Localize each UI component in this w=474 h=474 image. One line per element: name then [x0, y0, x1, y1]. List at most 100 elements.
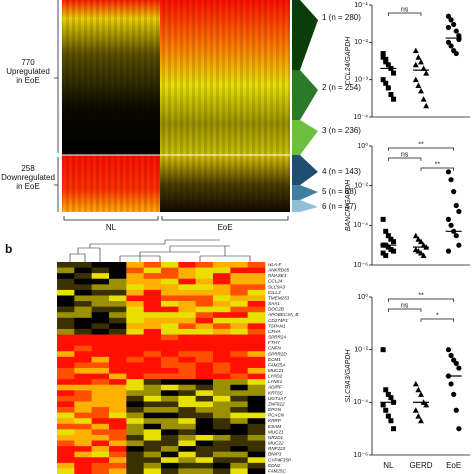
heatmap-cell [247, 446, 266, 452]
heatmap-cell [161, 401, 179, 408]
heatmap-cell [247, 462, 266, 469]
heatmap-cell [57, 340, 75, 346]
heatmap-cell [109, 390, 127, 397]
dot-circle [445, 347, 452, 353]
heatmap-cell [91, 289, 110, 296]
heatmap-cell [195, 262, 214, 268]
heatmap-cell [178, 278, 196, 285]
heatmap-cell [74, 356, 92, 363]
heatmap-cell [161, 273, 179, 280]
heatmap-cell [109, 317, 127, 324]
dot-square [380, 250, 386, 256]
heatmap-cell [247, 306, 266, 313]
dot-circle [448, 43, 454, 49]
heatmap-cell [143, 340, 162, 346]
heatmap-cell [161, 451, 179, 458]
gene-label: EDN2 [268, 463, 281, 468]
brackets [54, 0, 289, 221]
heatmap-cell [126, 306, 144, 313]
heatmap-cell [213, 301, 231, 307]
heatmap-cell [178, 262, 196, 268]
heatmap-cell [230, 368, 248, 374]
heatmap-cell [91, 379, 110, 386]
heatmap-cell [91, 295, 110, 302]
heatmap-cell [74, 446, 92, 452]
heatmap-cell [178, 317, 196, 324]
heatmap-cell [213, 368, 231, 374]
heatmap-cell [57, 390, 75, 397]
heatmap-cell [126, 368, 144, 374]
heatmap-cell [109, 362, 127, 369]
heatmap-cell [161, 418, 179, 425]
gene-label: CD274P1 [268, 318, 288, 323]
heatmap-cell [247, 429, 266, 436]
heatmap-cell [230, 429, 248, 436]
heatmap-cell [143, 462, 162, 469]
heatmap-cell [143, 362, 162, 369]
dot-square [385, 85, 391, 91]
heatmap-cell [57, 440, 75, 447]
y-tick-label: 10⁻⁴ [354, 399, 369, 406]
gene-label: FTHY [268, 340, 281, 345]
sig-bracket [387, 12, 422, 16]
heatmap-cell [91, 273, 110, 280]
dot-triangle [415, 54, 422, 60]
heatmap-cell [230, 434, 248, 441]
heatmap-cell [126, 434, 144, 441]
heatmap-cell [247, 451, 266, 458]
heatmap-cell [57, 267, 75, 274]
heatmap-cell [161, 390, 179, 397]
heatmap-cell [91, 328, 110, 335]
dot-circle [445, 24, 452, 31]
heatmap-cell [178, 368, 196, 374]
heatmap-cell [109, 440, 127, 447]
heatmap-cell [126, 457, 144, 464]
dot-circle [453, 407, 459, 413]
heatmap-cell [213, 362, 231, 369]
heatmap-cell [91, 384, 110, 391]
heatmap-cell [74, 462, 92, 469]
heatmap-cell [178, 373, 196, 380]
heatmap-cell [74, 312, 92, 319]
heatmap-cell [213, 451, 231, 458]
heatmap-cell [247, 334, 266, 341]
heatmap-cell [247, 273, 266, 280]
heatmap-cell [74, 379, 92, 386]
dot-circle [453, 28, 459, 34]
heatmap-cell [126, 379, 144, 386]
heatmap-cell [213, 323, 231, 330]
heatmap-cell [143, 312, 162, 319]
dot-circle [456, 33, 462, 39]
heatmap-cell [57, 451, 75, 458]
heatmap-cell [213, 306, 231, 313]
heatmap-cell [126, 462, 144, 469]
dot-square [385, 62, 391, 68]
heatmap-cell [230, 451, 248, 458]
heatmap-cell [213, 418, 231, 425]
heatmap-cell [161, 267, 179, 274]
heatmap-cell [178, 451, 196, 458]
dot-square [391, 426, 397, 432]
heatmap-cell [178, 379, 196, 386]
heatmap-cell [178, 434, 196, 441]
dot-circle [456, 208, 462, 215]
heatmap-cell [195, 306, 214, 313]
heatmap-cell [143, 356, 162, 363]
heatmap-cell [195, 462, 214, 469]
dot-triangle [412, 232, 419, 239]
heatmap-cell [74, 401, 92, 408]
heatmap-cell [161, 429, 179, 436]
heatmap-cell [143, 440, 162, 447]
heatmap-cell [126, 317, 144, 324]
heatmap-cell [74, 373, 92, 380]
gene-label: TSPAN1 [268, 323, 286, 328]
heatmap-cell [195, 356, 214, 363]
heatmap-cell [195, 362, 214, 369]
heatmap-cell [161, 312, 179, 319]
dot-circle [451, 391, 457, 398]
heatmap-cell [91, 323, 110, 330]
heatmap-cell [213, 468, 231, 474]
heatmap-cell [91, 440, 110, 447]
heatmap-cell [57, 273, 75, 280]
heatmap-cell [213, 328, 231, 335]
